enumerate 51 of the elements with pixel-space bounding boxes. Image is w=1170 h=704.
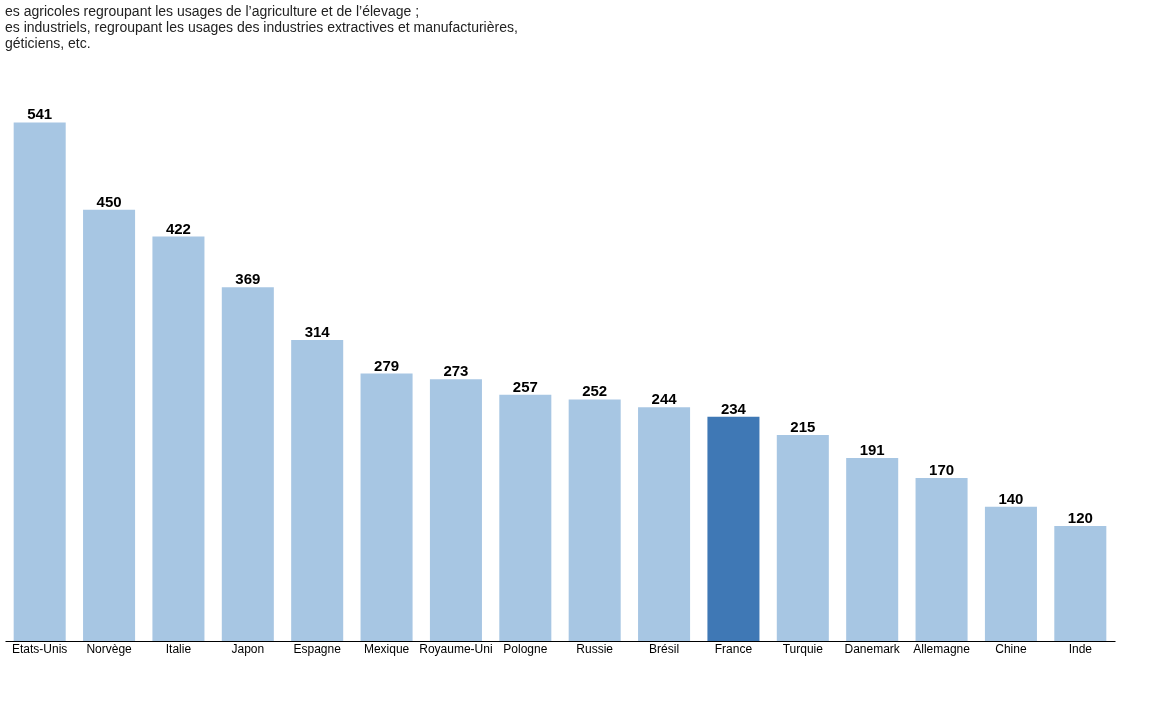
x-tick-label: Allemagne bbox=[913, 641, 971, 656]
data-label: 120 bbox=[1067, 508, 1093, 526]
data-label: 191 bbox=[859, 440, 885, 458]
bar bbox=[83, 209, 136, 641]
data-label: 244 bbox=[651, 390, 678, 408]
bar bbox=[915, 478, 968, 641]
data-label: 541 bbox=[27, 105, 53, 123]
bar bbox=[221, 287, 274, 641]
data-label: 170 bbox=[929, 461, 955, 479]
bar bbox=[846, 457, 899, 641]
x-tick-label: Mexique bbox=[363, 641, 410, 656]
bar bbox=[984, 506, 1037, 641]
x-tick-label: Royaume-Uni bbox=[419, 641, 493, 656]
bar bbox=[429, 379, 482, 641]
bar bbox=[360, 373, 413, 641]
bar bbox=[13, 122, 66, 641]
data-label: 215 bbox=[790, 417, 816, 435]
data-label: 234 bbox=[720, 399, 747, 417]
x-tick-label: Japon bbox=[231, 641, 265, 656]
data-label: 257 bbox=[512, 377, 538, 395]
x-tick-label: Inde bbox=[1068, 641, 1093, 656]
x-tick-label: Chine bbox=[995, 641, 1027, 656]
data-label: 279 bbox=[374, 356, 400, 374]
x-tick-label: France bbox=[714, 641, 753, 656]
data-label: 450 bbox=[96, 192, 122, 210]
bar bbox=[291, 340, 344, 641]
data-label: 273 bbox=[443, 362, 469, 380]
text: géticiens, etc. bbox=[5, 35, 91, 51]
x-tick-label: Norvège bbox=[86, 641, 133, 656]
x-tick-label: Turquie bbox=[782, 641, 824, 656]
bar bbox=[499, 394, 552, 641]
text: es industriels, regroupant les usages des industries extractives et manufacturières, bbox=[5, 19, 518, 35]
data-label: 369 bbox=[235, 270, 261, 288]
bar bbox=[707, 416, 760, 641]
bar bbox=[638, 407, 691, 641]
data-label: 314 bbox=[304, 323, 331, 341]
bar bbox=[776, 434, 829, 641]
x-tick-label: Etats-Unis bbox=[12, 641, 68, 656]
x-tick-label: Pologne bbox=[503, 641, 548, 656]
x-tick-label: Russie bbox=[576, 641, 614, 656]
x-tick-label: Danemark bbox=[844, 641, 901, 656]
data-label: 422 bbox=[165, 219, 191, 237]
bar bbox=[568, 399, 621, 641]
x-tick-label: Espagne bbox=[293, 641, 342, 656]
x-tick-label: Italie bbox=[165, 641, 192, 656]
data-label: 252 bbox=[582, 382, 608, 400]
bar bbox=[152, 236, 205, 641]
x-tick-label: Brésil bbox=[649, 641, 680, 656]
text: es agricoles regroupant les usages de l’agriculture et de l’élevage ; bbox=[5, 3, 420, 19]
bar bbox=[1054, 525, 1107, 641]
data-label: 140 bbox=[998, 489, 1024, 507]
